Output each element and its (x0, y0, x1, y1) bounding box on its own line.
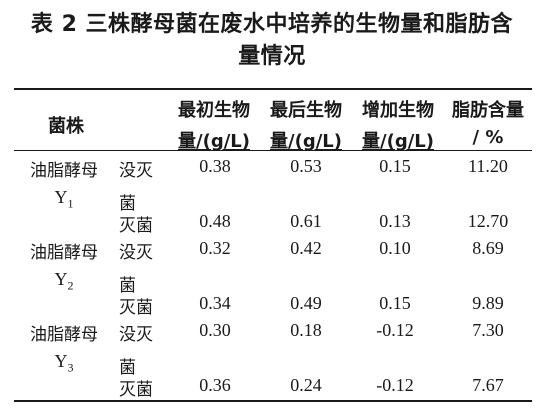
cell-final: 0.61 (290, 211, 322, 231)
cell-initial: 0.30 (199, 320, 231, 340)
strain-id: Y1 (54, 187, 74, 211)
treatment-unsterilized: 没灭 菌 (119, 243, 153, 296)
cell-initial: 0.32 (199, 238, 231, 258)
cell-final: 0.42 (290, 238, 322, 258)
treatment-unsterilized: 没灭 菌 (119, 325, 153, 378)
strain-name: 油脂酵母 (30, 325, 98, 345)
header-increase-line2: 量/(g/L) (362, 131, 434, 152)
cell-increase: 0.15 (379, 156, 411, 176)
bottom-rule (14, 400, 532, 402)
treatment-sterilized: 灭菌 (119, 380, 153, 400)
header-initial-line2: 量/(g/L) (178, 131, 250, 152)
cell-increase: 0.15 (379, 293, 411, 313)
strain-y3-label: 油脂酵母 Y3 (22, 320, 106, 376)
cell-fat: 12.70 (467, 211, 509, 231)
cell-initial: 0.34 (199, 293, 231, 313)
header-fat-line2: / % (472, 127, 504, 148)
table-title-line-1: 表 2 三株酵母菌在废水中培养的生物量和脂肪含 (30, 12, 514, 37)
cell-increase: -0.12 (376, 320, 414, 340)
cell-initial: 0.36 (199, 375, 231, 395)
cell-fat: 7.67 (472, 375, 504, 395)
cell-increase: 0.13 (379, 211, 411, 231)
cell-initial: 0.38 (199, 156, 231, 176)
cell-increase: -0.12 (376, 375, 414, 395)
strain-name: 油脂酵母 (30, 243, 98, 263)
cell-final: 0.18 (290, 320, 322, 340)
table-title-line-2: 量情况 (238, 44, 306, 69)
cell-fat: 8.69 (472, 238, 504, 258)
header-strain: 菌株 (48, 116, 84, 137)
top-rule (14, 88, 532, 90)
header-rule (14, 150, 532, 151)
header-initial-line1: 最初生物 (178, 100, 250, 121)
strain-name: 油脂酵母 (30, 161, 98, 181)
treatment-sterilized: 灭菌 (119, 298, 153, 318)
cell-fat: 11.20 (468, 156, 508, 176)
cell-final: 0.24 (290, 375, 322, 395)
header-fat-content: 脂肪含量 / % (440, 96, 536, 148)
strain-y1-label: 油脂酵母 Y1 (22, 156, 106, 212)
strain-id: Y3 (54, 351, 74, 375)
cell-initial: 0.48 (199, 211, 231, 231)
cell-final: 0.53 (290, 156, 322, 176)
header-increase-biomass: 增加生物 量/(g/L) (350, 96, 446, 153)
header-final-line1: 最后生物 (270, 100, 342, 121)
cell-fat: 7.30 (472, 320, 504, 340)
cell-increase: 0.10 (379, 238, 411, 258)
header-final-biomass: 最后生物 量/(g/L) (258, 96, 354, 153)
treatment-unsterilized: 没灭 菌 (119, 161, 153, 214)
header-initial-biomass: 最初生物 量/(g/L) (166, 96, 262, 153)
header-increase-line1: 增加生物 (362, 100, 434, 121)
strain-id: Y2 (54, 269, 74, 293)
strain-y2-label: 油脂酵母 Y2 (22, 238, 106, 294)
header-fat-line1: 脂肪含量 (452, 100, 524, 121)
header-final-line2: 量/(g/L) (270, 131, 342, 152)
treatment-sterilized: 灭菌 (119, 216, 153, 236)
cell-final: 0.49 (290, 293, 322, 313)
cell-fat: 9.89 (472, 293, 504, 313)
